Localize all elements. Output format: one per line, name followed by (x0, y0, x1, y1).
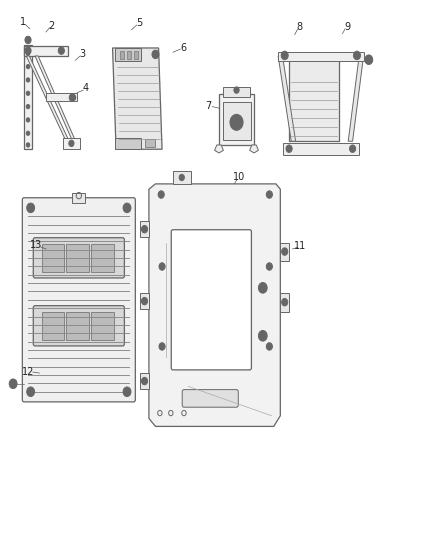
Polygon shape (26, 56, 68, 139)
Polygon shape (113, 48, 162, 149)
Bar (91, 312, 114, 340)
Polygon shape (278, 56, 296, 141)
Bar (127, 51, 131, 59)
Circle shape (26, 91, 30, 95)
Text: 4: 4 (83, 83, 89, 93)
Circle shape (159, 263, 165, 270)
Circle shape (26, 143, 30, 147)
Circle shape (141, 377, 148, 385)
Polygon shape (35, 56, 74, 139)
FancyBboxPatch shape (171, 230, 251, 370)
Bar (115, 138, 141, 149)
Circle shape (9, 379, 17, 389)
Bar (173, 171, 191, 184)
Bar (278, 52, 364, 61)
Circle shape (26, 64, 30, 69)
Bar (134, 51, 138, 59)
Text: 10: 10 (233, 172, 245, 182)
FancyBboxPatch shape (22, 198, 135, 402)
Circle shape (230, 115, 243, 131)
Bar (42, 244, 64, 271)
Text: 13: 13 (30, 240, 42, 250)
Circle shape (365, 55, 373, 64)
Text: 5: 5 (136, 18, 142, 28)
Polygon shape (149, 173, 280, 426)
Text: 9: 9 (344, 22, 350, 31)
Bar (145, 139, 155, 147)
FancyBboxPatch shape (33, 306, 124, 346)
Bar (91, 244, 114, 271)
Bar (115, 48, 141, 61)
Bar (24, 46, 68, 56)
Bar (67, 244, 89, 271)
Circle shape (27, 387, 35, 397)
Polygon shape (140, 221, 149, 237)
Circle shape (179, 174, 184, 181)
Circle shape (152, 50, 159, 59)
Bar (46, 93, 77, 101)
Circle shape (141, 225, 148, 233)
Circle shape (266, 343, 272, 350)
Circle shape (286, 145, 292, 152)
Bar (223, 87, 250, 97)
Circle shape (258, 330, 267, 341)
Circle shape (25, 47, 31, 54)
Bar (24, 45, 32, 149)
Polygon shape (215, 145, 223, 153)
Circle shape (26, 78, 30, 82)
Circle shape (26, 51, 30, 55)
Polygon shape (280, 293, 289, 312)
Text: 11: 11 (294, 241, 306, 251)
Text: 12: 12 (22, 367, 35, 376)
Text: 2: 2 (49, 21, 55, 30)
Bar (289, 56, 339, 141)
FancyBboxPatch shape (33, 238, 124, 278)
Text: 8: 8 (296, 22, 302, 31)
Circle shape (123, 387, 131, 397)
Circle shape (141, 297, 148, 305)
Bar (120, 51, 124, 59)
Text: 7: 7 (205, 101, 212, 110)
Circle shape (266, 191, 272, 198)
Circle shape (71, 95, 76, 100)
Circle shape (69, 140, 74, 147)
Text: 3: 3 (79, 50, 85, 59)
Polygon shape (348, 56, 364, 141)
Bar (223, 102, 251, 140)
Circle shape (69, 94, 75, 101)
Bar (63, 138, 80, 149)
Circle shape (266, 263, 272, 270)
Text: 1: 1 (20, 18, 26, 27)
Bar (67, 312, 89, 340)
Circle shape (282, 298, 288, 306)
Text: 6: 6 (180, 43, 186, 53)
Polygon shape (140, 293, 149, 309)
Bar (42, 312, 64, 340)
Circle shape (58, 47, 64, 54)
Circle shape (27, 203, 35, 213)
Circle shape (281, 51, 288, 60)
Bar (72, 193, 85, 203)
Circle shape (350, 145, 356, 152)
Bar (283, 143, 359, 155)
Circle shape (258, 282, 267, 293)
Circle shape (26, 118, 30, 122)
Circle shape (282, 248, 288, 255)
Circle shape (25, 36, 31, 44)
Bar (219, 94, 254, 145)
Circle shape (159, 343, 165, 350)
Circle shape (26, 131, 30, 135)
Polygon shape (250, 145, 258, 153)
Polygon shape (140, 373, 149, 389)
Circle shape (158, 191, 164, 198)
FancyBboxPatch shape (182, 390, 238, 407)
Polygon shape (280, 243, 289, 261)
Circle shape (353, 51, 360, 60)
Circle shape (234, 87, 239, 93)
Circle shape (26, 104, 30, 109)
Circle shape (123, 203, 131, 213)
